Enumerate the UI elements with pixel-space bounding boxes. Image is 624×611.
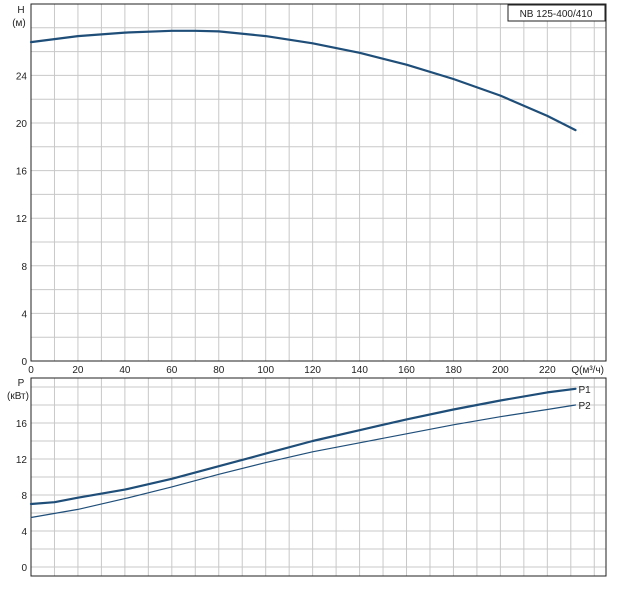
flow-x-tick-label: 180 <box>445 365 462 376</box>
flow-x-tick-label: 80 <box>213 365 225 376</box>
power-axis-label: P <box>18 378 25 389</box>
head-y-tick-label: 4 <box>21 309 27 320</box>
power-y-tick-label: 12 <box>16 455 28 466</box>
head-y-ticks: 0 4 8 12 16 20 24 <box>16 71 28 368</box>
power-y-tick-label: 16 <box>16 419 28 430</box>
flow-x-tick-label: 200 <box>492 365 509 376</box>
flow-x-tick-label: 20 <box>72 365 84 376</box>
head-series <box>29 29 577 132</box>
flow-x-tick-label: 60 <box>166 365 178 376</box>
flow-x-tick-label: 100 <box>257 365 274 376</box>
head-axis-label: H <box>17 5 24 16</box>
series-label-p2: P2 <box>578 401 591 412</box>
power-axis-unit: (кВт) <box>7 391 29 402</box>
power-plot-frame <box>30 377 607 577</box>
head-y-tick-label: 12 <box>16 214 28 225</box>
flow-x-tick-label: 40 <box>119 365 131 376</box>
flow-x-tick-label: 0 <box>28 365 34 376</box>
head-plot-frame <box>30 3 607 362</box>
power-y-ticks: 0 4 8 12 16 <box>16 419 28 574</box>
head-y-tick-label: 0 <box>21 357 27 368</box>
power-curve-p2-line <box>30 404 577 519</box>
head-y-tick-label: 8 <box>21 262 27 273</box>
power-y-tick-label: 8 <box>21 491 27 502</box>
head-y-tick-label: 16 <box>16 167 28 178</box>
flow-axis-label: Q(м³/ч) <box>571 365 604 376</box>
series-label-p1: P1 <box>578 385 591 396</box>
flow-x-ticks: 0 20 40 60 80 100 120 140 160 180 200 220 <box>28 365 556 376</box>
flow-x-tick-label: 160 <box>398 365 415 376</box>
head-y-tick-label: 20 <box>16 119 28 130</box>
power-grid <box>31 378 606 576</box>
title-box <box>507 4 606 22</box>
flow-x-tick-label: 120 <box>304 365 321 376</box>
power-y-tick-label: 0 <box>21 563 27 574</box>
flow-x-tick-label: 140 <box>351 365 368 376</box>
head-y-tick-label: 24 <box>16 71 28 82</box>
chart-title: NB 125-400/410 <box>520 9 593 20</box>
power-y-tick-label: 4 <box>21 527 27 538</box>
head-axis-unit: (м) <box>12 18 26 29</box>
head-grid <box>31 4 606 361</box>
head-curve-line <box>29 29 577 132</box>
power-curve-p1-line <box>29 387 577 506</box>
flow-x-tick-label: 220 <box>539 365 556 376</box>
